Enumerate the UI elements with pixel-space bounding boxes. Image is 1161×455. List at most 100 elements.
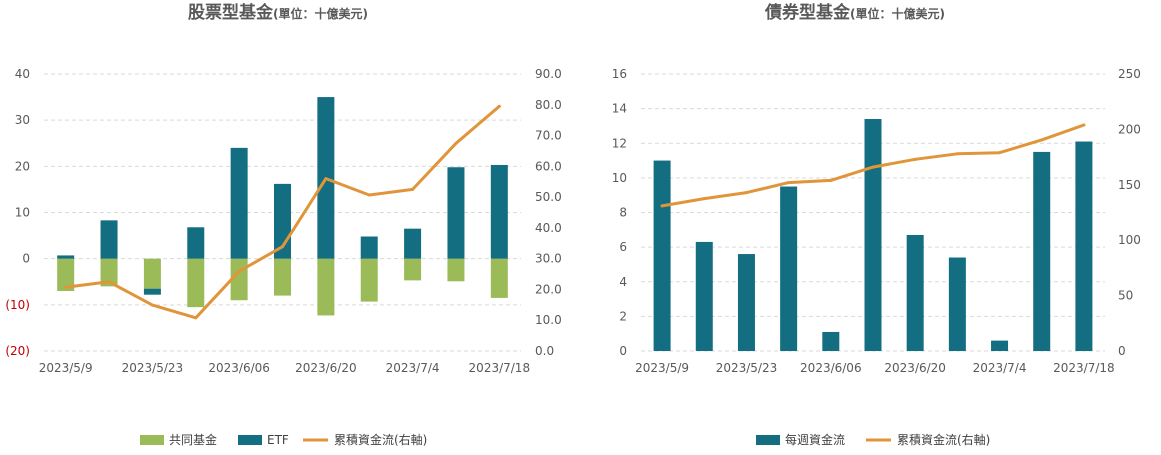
c1-bar-etf — [100, 220, 118, 259]
c2-y-tick-label: 14 — [612, 102, 627, 116]
c1-bar-mutual — [57, 258, 75, 291]
c2-bar-weekly — [737, 254, 755, 351]
c1-bar-mutual — [360, 258, 378, 302]
legend-label-etf: ETF — [267, 433, 289, 447]
c2-y-tick-label: 4 — [619, 275, 627, 289]
legend-label-cumulative: 累積資金流(右軸) — [897, 432, 990, 447]
c2-y2-tick-label: 150 — [1118, 178, 1141, 192]
c1-y2-tick-label: 80.0 — [535, 98, 562, 112]
c1-bar-etf — [447, 167, 465, 259]
c2-y-tick-label: 12 — [612, 136, 627, 150]
c2-cumulative-point — [787, 181, 791, 185]
c1-y2-tick-label: 30.0 — [535, 252, 562, 266]
c1-x-tick-label: 2023/6/06 — [208, 361, 270, 375]
c2-cumulative-point — [913, 157, 917, 161]
c1-y-tick-label: 0 — [22, 252, 30, 266]
chart2-legend: 每週資金流 累積資金流(右軸) — [756, 432, 990, 447]
legend-swatch-mutual — [140, 435, 164, 445]
c2-bar-weekly — [1075, 141, 1093, 351]
c2-y-tick-label: 8 — [619, 206, 627, 220]
c1-x-tick-label: 2023/5/9 — [39, 361, 93, 375]
c2-cumulative-point — [702, 197, 706, 201]
c2-x-tick-label: 2023/6/06 — [800, 361, 862, 375]
c2-x-tick-label: 2023/7/4 — [973, 361, 1027, 375]
c1-x-tick-label: 2023/6/20 — [295, 361, 357, 375]
chart2-title-main: 債券型基金 — [764, 2, 851, 23]
c2-bar-weekly — [822, 331, 840, 351]
c1-x-tick-label: 2023/7/18 — [469, 361, 531, 375]
c2-y-tick-label: 16 — [612, 67, 627, 81]
c1-bar-mutual — [447, 258, 465, 282]
c2-cumulative-point — [1082, 123, 1086, 127]
c1-y-tick-label: 40 — [15, 67, 30, 81]
c1-cumulative-point — [64, 285, 68, 289]
c1-x-tick-label: 2023/7/4 — [386, 361, 440, 375]
bond-fund-chart: 16 14 12 10 8 6 4 2 0 250 200 150 100 50 0 2023/5/9 2023… — [612, 67, 1141, 375]
c1-bar-etf — [490, 164, 508, 259]
c2-bar-weekly — [653, 160, 671, 351]
c1-y2-tick-label: 10.0 — [535, 313, 562, 327]
c2-y2-tick-label: 50 — [1118, 289, 1133, 303]
c2-bar-weekly — [780, 186, 798, 351]
c2-cumulative-point — [744, 191, 748, 195]
c2-x-tick-label: 2023/7/18 — [1053, 361, 1115, 375]
chart1-title: 股票型基金(單位：十億美元) — [188, 2, 368, 23]
legend-label-mutual: 共同基金 — [169, 432, 217, 447]
c1-y-tick-label: 20 — [15, 159, 30, 173]
c2-y2-tick-label: 200 — [1118, 122, 1141, 136]
c2-cumulative-point — [660, 204, 664, 208]
c1-cumulative-point — [497, 104, 501, 108]
chart1-title-main: 股票型基金 — [188, 2, 274, 23]
c1-bar-etf — [57, 255, 75, 259]
c1-bar-etf — [187, 227, 205, 259]
legend-label-weekly: 每週資金流 — [785, 432, 845, 447]
c1-bar-mutual — [143, 258, 161, 289]
chart2-title: 債券型基金(單位：十億美元) — [764, 2, 945, 23]
c2-y2-tick-label: 250 — [1118, 67, 1141, 81]
chart1-title-unit: (單位：十億美元) — [273, 6, 368, 21]
c2-y-tick-label: 2 — [619, 309, 627, 323]
c1-bar-mutual — [404, 258, 422, 281]
c2-bar-weekly — [906, 235, 924, 351]
c1-bar-etf — [143, 288, 161, 295]
c2-x-tick-label: 2023/5/23 — [716, 361, 778, 375]
legend-swatch-weekly — [756, 435, 780, 445]
c2-bar-weekly — [991, 340, 1009, 351]
c2-bar-weekly — [948, 257, 966, 351]
c1-y2-tick-label: 70.0 — [535, 129, 562, 143]
c1-bar-mutual — [317, 258, 335, 316]
c1-y2-tick-label: 0.0 — [535, 344, 554, 358]
c2-x-tick-label: 2023/5/9 — [635, 361, 689, 375]
c1-cumulative-point — [107, 280, 111, 284]
c1-cumulative-point — [411, 187, 415, 191]
legend-label-cumulative: 累積資金流(右軸) — [334, 432, 427, 447]
c1-bar-mutual — [100, 258, 118, 287]
c1-bar-etf — [230, 147, 248, 259]
c1-bar-mutual — [187, 258, 205, 308]
c2-y2-tick-label: 0 — [1118, 344, 1126, 358]
legend-swatch-etf — [238, 435, 262, 445]
c2-y-tick-label: 0 — [619, 344, 627, 358]
c1-cumulative-point — [281, 245, 284, 249]
c1-y2-tick-label: 60.0 — [535, 159, 562, 173]
c2-cumulative-point — [998, 151, 1002, 155]
c2-x-tick-label: 2023/6/20 — [884, 361, 946, 375]
c1-y-tick-label: 10 — [15, 206, 30, 220]
c1-bar-etf — [404, 228, 422, 259]
c1-y2-tick-label: 20.0 — [535, 282, 562, 296]
c2-bar-weekly — [695, 241, 713, 351]
c1-cumulative-point — [237, 269, 241, 273]
c1-y-tick-label: (10) — [5, 298, 30, 312]
c1-bar-etf — [360, 236, 378, 259]
c2-y2-tick-label: 100 — [1118, 233, 1141, 247]
c2-cumulative-point — [871, 165, 875, 169]
c2-bar-weekly — [864, 119, 882, 351]
c2-cumulative-point — [955, 152, 959, 156]
c2-y-tick-label: 10 — [612, 171, 627, 185]
c1-cumulative-point — [454, 141, 458, 145]
c1-cumulative-point — [324, 177, 328, 181]
c1-cumulative-point — [150, 303, 154, 307]
equity-fund-chart: 40 30 20 10 0 (10) (20) 90.0 80.0 70.0 60.0 50.0 40.… — [5, 67, 561, 375]
c1-bar-mutual — [490, 258, 508, 298]
